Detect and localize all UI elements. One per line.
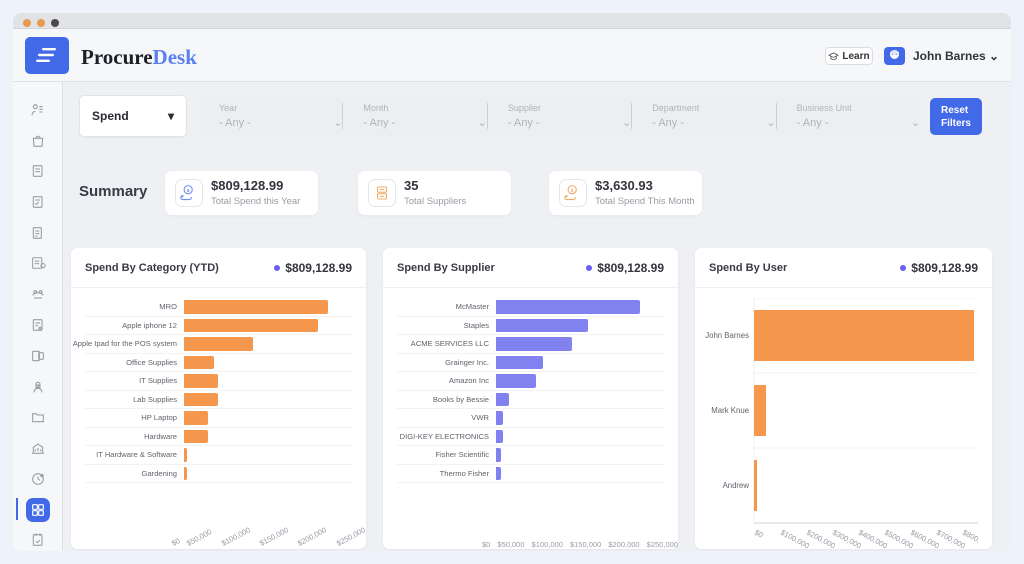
svg-text:$100,000: $100,000: [779, 528, 811, 548]
svg-text:$300,000: $300,000: [831, 528, 863, 548]
svg-text:John Barnes: John Barnes: [705, 331, 749, 340]
svg-text:$200,000: $200,000: [805, 528, 837, 548]
svg-text:Andrew: Andrew: [723, 481, 750, 490]
svg-text:$: $: [187, 188, 190, 194]
svg-text:$600,000: $600,000: [909, 528, 941, 548]
svg-text:$0: $0: [753, 528, 765, 540]
svg-text:$500,000: $500,000: [883, 528, 915, 548]
svg-text:Mark Knue: Mark Knue: [711, 406, 749, 415]
svg-text:$700,000: $700,000: [935, 528, 967, 548]
svg-text:$: $: [571, 188, 574, 194]
svg-text:$400,000: $400,000: [857, 528, 889, 548]
